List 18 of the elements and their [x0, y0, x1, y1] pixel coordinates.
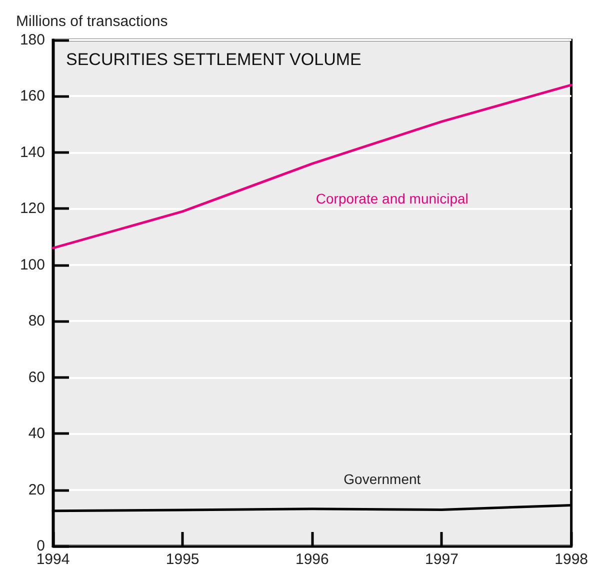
line-series [52, 84, 573, 250]
text: SECURITIES SETTLEMENT VOLUME [66, 50, 362, 69]
y-tick-label: 180 [20, 32, 45, 48]
x-tick-label: 1998 [554, 551, 588, 568]
y-tick-label: 100 [20, 256, 45, 274]
y-tick-label: 80 [28, 312, 45, 330]
y-tick-label: 40 [28, 425, 45, 442]
series-label: Government [344, 470, 421, 487]
x-tick-label: 1996 [295, 551, 329, 568]
series-label: Corporate and municipal [316, 190, 468, 207]
y-tick-label: 60 [28, 368, 45, 386]
x-tick-label: 1995 [166, 551, 200, 568]
y-tick-label: 140 [20, 144, 45, 161]
y-tick-label: 20 [28, 481, 45, 498]
y-tick-label: 120 [20, 200, 45, 218]
y-axis-title: Millions of transactions [16, 13, 168, 30]
x-tick-label: 1997 [425, 551, 458, 568]
y-tick-label: 160 [20, 88, 45, 105]
